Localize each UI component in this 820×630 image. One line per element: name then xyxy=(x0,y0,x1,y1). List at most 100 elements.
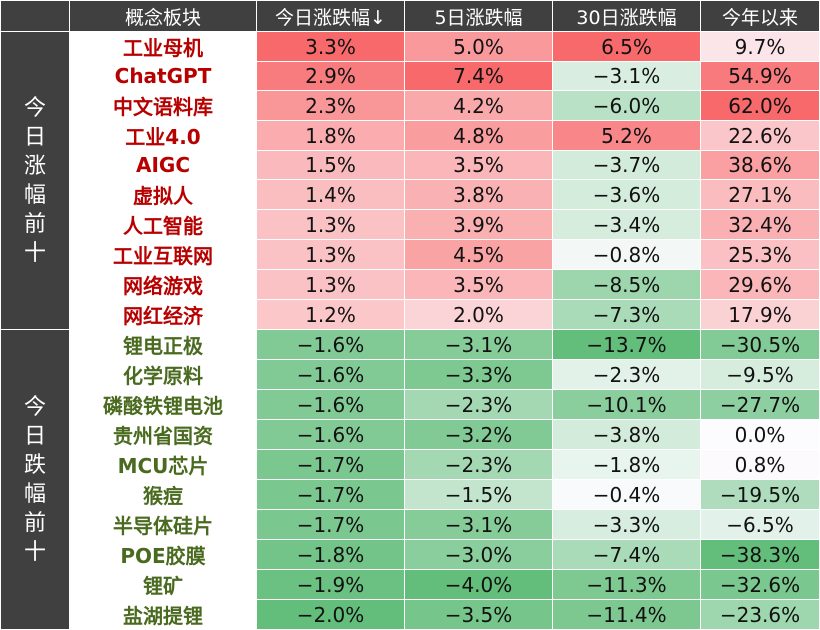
ytd-cell: −19.5% xyxy=(700,479,820,510)
table-row[interactable]: 磷酸铁锂电池 −1.6% −2.3% −10.1% −27.7% xyxy=(1,389,820,420)
five-day-cell: −3.3% xyxy=(404,359,553,390)
concept-name-cell[interactable]: 网红经济 xyxy=(69,299,257,330)
thirty-day-cell: 6.5% xyxy=(552,31,701,62)
concept-name-cell[interactable]: 工业4.0 xyxy=(69,120,257,151)
concept-name-cell[interactable]: 盐湖提锂 xyxy=(69,599,257,630)
table-row[interactable]: 网红经济 1.2% 2.0% −7.3% 17.9% xyxy=(1,299,820,330)
five-day-cell: −3.0% xyxy=(404,539,553,570)
ytd-cell: −23.6% xyxy=(700,599,820,630)
header-today[interactable]: 今日涨跌幅↓ xyxy=(256,0,405,32)
header-thirty-day[interactable]: 30日涨跌幅 xyxy=(552,0,701,32)
today-cell: 1.3% xyxy=(256,239,405,270)
concept-name-cell[interactable]: 中文语料库 xyxy=(69,90,257,121)
five-day-cell: −4.0% xyxy=(404,569,553,600)
five-day-cell: 2.0% xyxy=(404,299,553,330)
ytd-cell: −9.5% xyxy=(700,359,820,390)
table-row[interactable]: 网络游戏 1.3% 3.5% −8.5% 29.6% xyxy=(1,269,820,300)
table-row[interactable]: MCU芯片 −1.7% −2.3% −1.8% 0.8% xyxy=(1,449,820,480)
ytd-cell: 22.6% xyxy=(700,120,820,151)
five-day-cell: 3.5% xyxy=(404,150,553,180)
table-row[interactable]: 工业互联网 1.3% 4.5% −0.8% 25.3% xyxy=(1,239,820,270)
table-row[interactable]: 贵州省国资 −1.6% −3.2% −3.8% 0.0% xyxy=(1,419,820,450)
table-row[interactable]: 中文语料库 2.3% 4.2% −6.0% 62.0% xyxy=(1,90,820,121)
concept-name-cell[interactable]: 猴痘 xyxy=(69,479,257,510)
thirty-day-cell: −0.8% xyxy=(552,239,701,270)
thirty-day-cell: −3.7% xyxy=(552,150,701,180)
concept-name-cell[interactable]: 半导体硅片 xyxy=(69,509,257,540)
ytd-cell: 9.7% xyxy=(700,31,820,62)
concept-name-cell[interactable]: 锂电正极 xyxy=(69,329,257,360)
thirty-day-cell: −11.4% xyxy=(552,599,701,630)
table-row[interactable]: 今日涨幅前十工业母机 3.3% 5.0% 6.5% 9.7% xyxy=(0,31,820,330)
table-row[interactable]: 虚拟人 1.4% 3.8% −3.6% 27.1% xyxy=(1,179,820,210)
five-day-cell: −2.3% xyxy=(404,449,553,480)
today-cell: −1.7% xyxy=(256,479,405,510)
concept-name-cell[interactable]: 网络游戏 xyxy=(69,269,257,300)
thirty-day-cell: −7.4% xyxy=(552,539,701,570)
table-row[interactable]: 今日跌幅前十锂电正极 −1.6% −3.1% −13.7% −30.5% xyxy=(0,329,820,630)
concept-name-cell[interactable]: 锂矿 xyxy=(69,569,257,600)
today-cell: 3.3% xyxy=(256,31,405,62)
five-day-cell: 4.8% xyxy=(404,120,553,151)
five-day-cell: 4.5% xyxy=(404,239,553,270)
thirty-day-cell: −13.7% xyxy=(552,329,701,360)
thirty-day-cell: −8.5% xyxy=(552,269,701,300)
today-cell: −1.6% xyxy=(256,419,405,450)
today-cell: 1.4% xyxy=(256,179,405,210)
today-cell: 1.3% xyxy=(256,209,405,240)
five-day-cell: 7.4% xyxy=(404,61,553,91)
header-ytd[interactable]: 今年以来 xyxy=(700,0,820,32)
today-cell: −2.0% xyxy=(256,599,405,630)
concept-name-cell[interactable]: AIGC xyxy=(69,150,257,180)
table-row[interactable]: 猴痘 −1.7% −1.5% −0.4% −19.5% xyxy=(1,479,820,510)
header-five-day[interactable]: 5日涨跌幅 xyxy=(404,0,553,32)
table-row[interactable]: 锂矿 −1.9% −4.0% −11.3% −32.6% xyxy=(1,569,820,600)
table-row[interactable]: 化学原料 −1.6% −3.3% −2.3% −9.5% xyxy=(1,359,820,390)
ytd-cell: −32.6% xyxy=(700,569,820,600)
table-row[interactable]: ChatGPT 2.9% 7.4% −3.1% 54.9% xyxy=(1,61,820,91)
table-row[interactable]: 工业4.0 1.8% 4.8% 5.2% 22.6% xyxy=(1,120,820,151)
header-name[interactable]: 概念板块 xyxy=(69,0,257,32)
concept-name-cell[interactable]: MCU芯片 xyxy=(69,449,257,480)
concept-name-cell[interactable]: ChatGPT xyxy=(69,61,257,91)
today-cell: −1.8% xyxy=(256,539,405,570)
today-cell: −1.6% xyxy=(256,329,405,360)
five-day-cell: −3.1% xyxy=(404,509,553,540)
today-cell: −1.6% xyxy=(256,359,405,390)
ytd-cell: −6.5% xyxy=(700,509,820,540)
five-day-cell: 3.9% xyxy=(404,209,553,240)
table-row[interactable]: 盐湖提锂 −2.0% −3.5% −11.4% −23.6% xyxy=(1,599,820,630)
today-cell: 1.2% xyxy=(256,299,405,330)
table-row[interactable]: 半导体硅片 −1.7% −3.1% −3.3% −6.5% xyxy=(1,509,820,540)
five-day-cell: 3.5% xyxy=(404,269,553,300)
concept-name-cell[interactable]: 工业互联网 xyxy=(69,239,257,270)
table-row[interactable]: 人工智能 1.3% 3.9% −3.4% 32.4% xyxy=(1,209,820,240)
concept-name-cell[interactable]: POE胶膜 xyxy=(69,539,257,570)
ytd-cell: 54.9% xyxy=(700,61,820,91)
ytd-cell: 62.0% xyxy=(700,90,820,121)
ytd-cell: 17.9% xyxy=(700,299,820,330)
table-row[interactable]: AIGC 1.5% 3.5% −3.7% 38.6% xyxy=(1,150,820,180)
thirty-day-cell: 5.2% xyxy=(552,120,701,151)
ytd-cell: 0.0% xyxy=(700,419,820,450)
thirty-day-cell: −3.8% xyxy=(552,419,701,450)
corner-cell xyxy=(0,0,70,32)
group-label-top-losers: 今日跌幅前十 xyxy=(0,329,70,630)
five-day-cell: −3.5% xyxy=(404,599,553,630)
ytd-cell: 25.3% xyxy=(700,239,820,270)
concept-name-cell[interactable]: 磷酸铁锂电池 xyxy=(69,389,257,420)
thirty-day-cell: −11.3% xyxy=(552,569,701,600)
concept-name-cell[interactable]: 人工智能 xyxy=(69,209,257,240)
today-cell: 2.3% xyxy=(256,90,405,121)
group-label-top-gainers: 今日涨幅前十 xyxy=(0,31,70,330)
today-cell: 1.5% xyxy=(256,150,405,180)
concept-name-cell[interactable]: 工业母机 xyxy=(69,31,257,62)
thirty-day-cell: −3.3% xyxy=(552,509,701,540)
today-cell: −1.6% xyxy=(256,389,405,420)
concept-name-cell[interactable]: 虚拟人 xyxy=(69,179,257,210)
thirty-day-cell: −3.4% xyxy=(552,209,701,240)
thirty-day-cell: −10.1% xyxy=(552,389,701,420)
concept-name-cell[interactable]: 化学原料 xyxy=(69,359,257,390)
table-row[interactable]: POE胶膜 −1.8% −3.0% −7.4% −38.3% xyxy=(1,539,820,570)
concept-name-cell[interactable]: 贵州省国资 xyxy=(69,419,257,450)
